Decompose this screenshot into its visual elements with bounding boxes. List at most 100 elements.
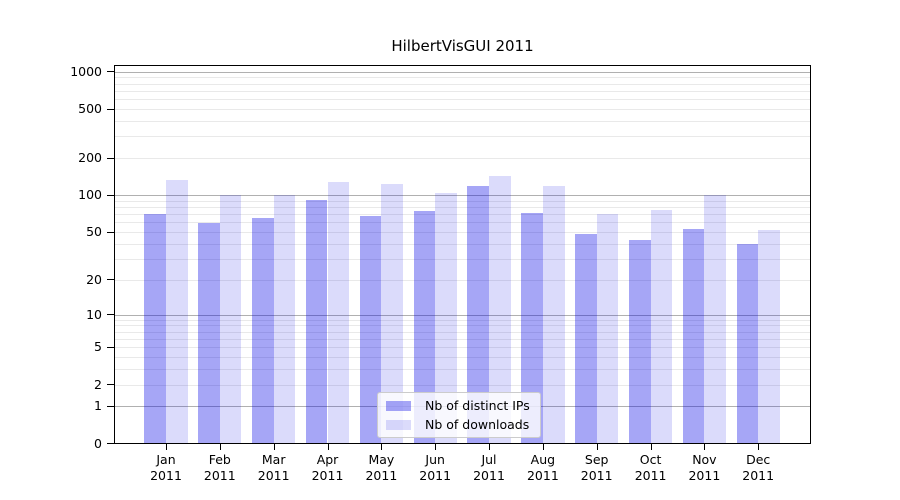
x-tick-month: Feb (208, 452, 231, 467)
bar-distinct-ips-may (359, 215, 382, 443)
y-tick (107, 346, 114, 348)
minor-gridline (115, 279, 810, 281)
y-tick (107, 157, 114, 159)
minor-gridline (115, 136, 810, 138)
bar-distinct-ips-dec (736, 243, 759, 443)
x-tick-year: 2011 (634, 468, 667, 483)
y-tick (107, 443, 114, 445)
x-tick (166, 444, 167, 450)
plot-canvas (115, 66, 810, 443)
bar-downloads-may (381, 184, 404, 443)
x-tick-label-jun: Jun 2011 (403, 452, 467, 484)
minor-gridline (115, 369, 810, 371)
x-tick-year: 2011 (419, 468, 452, 483)
x-tick (596, 444, 598, 450)
x-tick-year: 2011 (150, 468, 182, 483)
y-tick-label: 2 (94, 376, 102, 392)
x-tick-year: 2011 (365, 468, 398, 483)
minor-gridline (115, 222, 810, 224)
y-tick-label: 200 (78, 150, 102, 166)
legend-item-downloads: Nb of downloads (386, 417, 530, 432)
x-tick (273, 444, 275, 450)
minor-gridline (115, 109, 810, 110)
legend-swatch-downloads-icon (386, 419, 411, 430)
x-tick-year: 2011 (257, 468, 290, 483)
major-gridline (115, 195, 810, 197)
x-tick-label-apr: Apr 2011 (296, 452, 360, 484)
bar-distinct-ips-feb (198, 223, 220, 443)
legend-item-distinct-ips: Nb of distinct IPs (386, 398, 530, 413)
major-gridline (115, 71, 810, 73)
x-tick-month: Jun (425, 452, 445, 467)
minor-gridline (115, 200, 810, 202)
minor-gridline (115, 121, 810, 122)
x-tick (435, 444, 437, 450)
legend: Nb of distinct IPs Nb of downloads (377, 392, 541, 438)
y-tick (107, 314, 114, 316)
minor-gridline (115, 90, 810, 92)
bar-downloads-jun (435, 192, 457, 443)
minor-gridline (115, 214, 810, 216)
x-tick-label-feb: Feb 2011 (188, 452, 252, 484)
minor-gridline (115, 243, 810, 245)
chart-title: HilbertVisGUI 2011 (391, 37, 534, 55)
minor-gridline (115, 331, 810, 333)
x-tick-label-aug: Aug 2011 (511, 452, 575, 484)
legend-label-distinct-ips: Nb of distinct IPs (425, 398, 530, 413)
minor-gridline (115, 232, 810, 233)
y-tick-label: 0 (94, 435, 102, 451)
x-tick-label-dec: Dec 2011 (726, 452, 790, 484)
minor-gridline (115, 258, 810, 260)
x-tick (704, 444, 706, 450)
minor-gridline (115, 357, 810, 358)
bar-downloads-sep (596, 214, 619, 443)
x-tick (542, 444, 544, 450)
x-tick (650, 444, 652, 450)
y-tick (107, 279, 114, 281)
x-tick-year: 2011 (580, 468, 613, 483)
x-tick-year: 2011 (203, 468, 236, 483)
minor-gridline (115, 83, 810, 85)
x-tick-label-mar: Mar 2011 (242, 452, 306, 484)
minor-gridline (115, 77, 810, 79)
y-tick-label: 1 (94, 398, 102, 414)
x-tick-month: Jan (156, 452, 176, 467)
x-tick-month: Dec (746, 452, 771, 467)
bar-downloads-aug (542, 185, 565, 443)
y-tick (107, 71, 114, 73)
x-tick-month: May (368, 452, 395, 467)
legend-label-downloads: Nb of downloads (425, 417, 530, 432)
x-tick-year: 2011 (688, 468, 721, 483)
bar-distinct-ips-nov (682, 228, 705, 443)
y-tick-label: 500 (78, 101, 102, 116)
bar-downloads-jul (489, 176, 511, 443)
bar-downloads-nov (704, 194, 727, 443)
bar-downloads-jan (166, 179, 188, 443)
x-tick (758, 444, 760, 450)
minor-gridline (115, 325, 810, 327)
y-tick (107, 108, 114, 110)
x-tick-month: Apr (316, 452, 339, 467)
y-tick-label: 50 (86, 224, 102, 239)
x-tick-label-jul: Jul 2011 (457, 452, 521, 484)
minor-gridline (115, 384, 810, 386)
bar-distinct-ips-jan (144, 214, 166, 443)
y-tick-label: 10 (86, 306, 102, 322)
minor-gridline (115, 99, 810, 101)
x-tick-year: 2011 (311, 468, 344, 483)
bar-distinct-ips-mar (252, 218, 274, 443)
x-tick-month: Oct (639, 452, 662, 467)
minor-gridline (115, 319, 810, 321)
x-tick-label-sep: Sep 2011 (565, 452, 629, 484)
major-gridline (115, 314, 810, 316)
bar-downloads-dec (758, 229, 780, 443)
x-tick-label-may: May 2011 (349, 452, 413, 484)
x-tick (381, 444, 383, 450)
x-tick-year: 2011 (742, 468, 775, 483)
x-tick-label-nov: Nov 2011 (672, 452, 736, 484)
bar-downloads-oct (650, 209, 673, 443)
bar-distinct-ips-sep (575, 234, 597, 443)
y-tick (107, 405, 114, 407)
minor-gridline (115, 338, 810, 340)
